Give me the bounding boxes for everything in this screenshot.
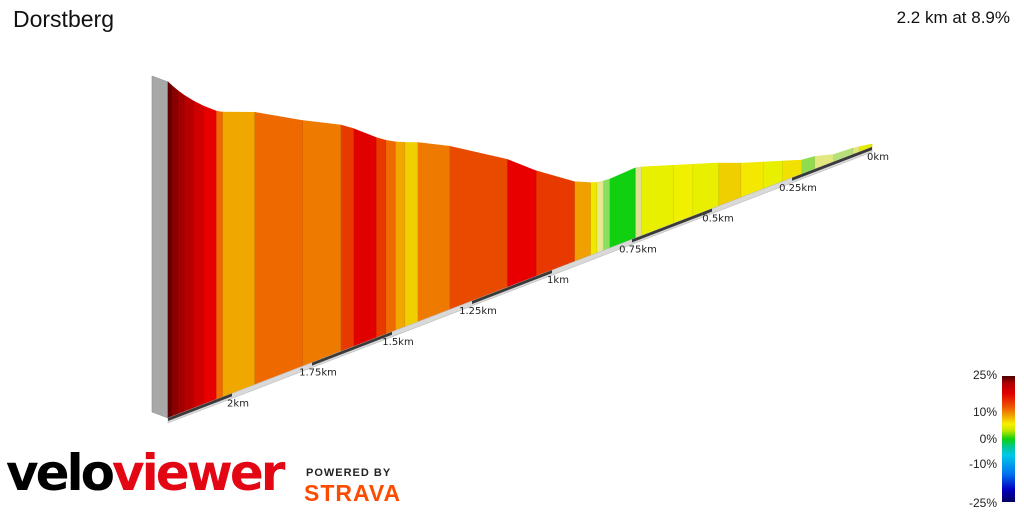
profile-base <box>167 146 873 424</box>
powered-by-label: POWERED BY <box>306 467 392 479</box>
profile-segment <box>193 100 204 409</box>
profile-segment <box>353 128 377 347</box>
profile-segment <box>574 181 591 262</box>
scale-label-max: 25% <box>972 368 997 382</box>
profile-segment <box>167 81 172 419</box>
profile-segment <box>602 178 610 251</box>
distance-band <box>632 208 712 243</box>
distance-band <box>792 147 872 181</box>
scale-label-0: 0% <box>979 432 997 446</box>
profile-segment <box>417 142 450 323</box>
profile-segment <box>506 158 537 288</box>
scale-label-min: -25% <box>968 496 997 510</box>
distance-band <box>168 393 232 421</box>
scale-label-10: 10% <box>972 405 997 419</box>
profile-segment <box>449 145 508 311</box>
profile-segment <box>609 167 636 249</box>
profile-segment <box>215 110 223 400</box>
profile-segment <box>673 163 694 224</box>
distance-tick-label: 0.25km <box>779 183 817 194</box>
summit-side-wall <box>151 75 169 419</box>
climb-title: Dorstberg <box>13 6 114 32</box>
distance-band <box>472 270 552 304</box>
distance-tick-label: 0.5km <box>702 214 733 225</box>
distance-band <box>312 331 392 366</box>
profile-segment <box>254 111 303 386</box>
veloviewer-logo: veloviewer <box>6 444 285 502</box>
distance-tick-label: 0.75km <box>619 244 657 255</box>
profile-segment <box>590 182 598 256</box>
profile-segment <box>596 180 604 254</box>
distance-tick-label: 1.75km <box>299 368 337 379</box>
profile-segment <box>222 111 255 398</box>
distance-tick-label: 0km <box>867 152 889 163</box>
profile-segment <box>634 166 642 239</box>
distance-tick-label: 1.25km <box>459 306 497 317</box>
climb-summary: 2.2 km at 8.9% <box>896 8 1010 27</box>
distance-tick-label: 1km <box>547 275 569 286</box>
gradient-color-scale <box>1002 376 1015 502</box>
profile-segment <box>302 120 342 367</box>
profile-segment <box>170 84 178 418</box>
distance-tick-label: 1.5km <box>382 337 413 348</box>
profile-segment <box>177 89 185 415</box>
profile-segment <box>375 137 386 339</box>
strava-logo: STRAVA <box>304 480 402 506</box>
profile-segment <box>535 170 575 277</box>
profile-segment <box>340 124 354 352</box>
profile-segment <box>183 94 194 413</box>
scale-label-neg10: -10% <box>968 457 997 471</box>
profile-segment <box>202 105 217 405</box>
distance-tick-label: 2km <box>227 398 249 409</box>
profile-segment <box>385 139 396 335</box>
distance-ticks: 0km 0.25km 0.5km 0.75km 1km 1.25km 1.5km 1.75km… <box>227 152 889 409</box>
profile-segment <box>394 141 406 331</box>
profile-segments <box>167 81 873 419</box>
profile-side-wall <box>151 75 169 419</box>
profile-segment <box>404 142 418 328</box>
